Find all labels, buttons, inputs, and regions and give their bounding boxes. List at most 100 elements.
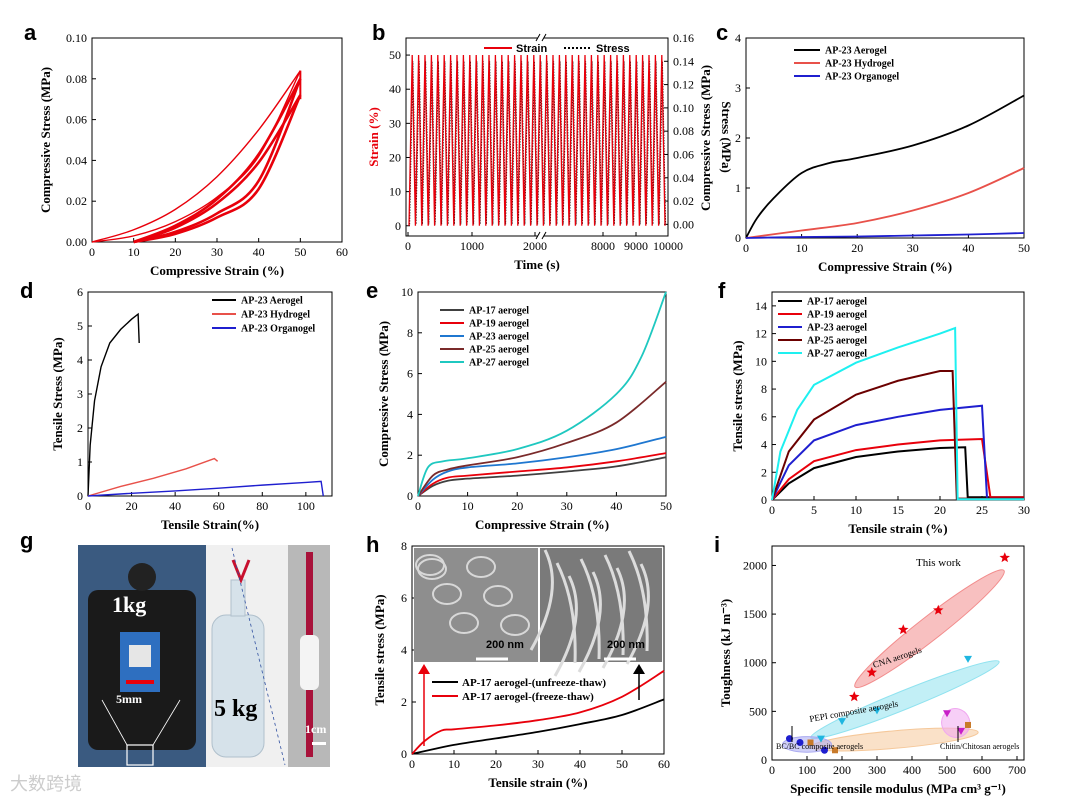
c-xtick-label: 10 xyxy=(796,241,808,255)
d-ytick-label: 4 xyxy=(77,353,83,367)
panel-letter-f: f xyxy=(718,278,726,303)
legend-label: AP-19 aerogel xyxy=(469,319,529,330)
i-label-chitin: Chitin/Chitosan aerogels xyxy=(940,742,1019,751)
b-strain-line xyxy=(408,55,666,226)
a-xtick-label: 50 xyxy=(294,245,306,259)
scale-bar-1cm-icon xyxy=(312,742,326,745)
e-series-line-3 xyxy=(417,381,667,497)
h-series-line-0 xyxy=(411,698,665,755)
b-xtick-label: 8000 xyxy=(591,239,615,253)
c-ytick-label: 2 xyxy=(735,131,741,145)
b-y2tick-label: 0.12 xyxy=(673,78,694,92)
d-xtick-label: 60 xyxy=(213,499,225,513)
bottle-neck-icon xyxy=(230,579,246,617)
legend-label: AP-23 Hydrogel xyxy=(241,310,310,321)
e-xtick-label: 0 xyxy=(415,499,421,513)
h-ytick-label: 8 xyxy=(401,539,407,553)
b-y2tick-label: 0.16 xyxy=(673,31,694,45)
d-ytick-label: 0 xyxy=(77,489,83,503)
i-ytick-label: 1000 xyxy=(743,656,767,670)
e-series-line-4 xyxy=(417,291,667,497)
a-ytick-label: 0.04 xyxy=(66,153,87,167)
e-ytick-label: 10 xyxy=(401,285,413,299)
e-frame xyxy=(417,291,667,497)
c-ytick-label: 1 xyxy=(735,181,741,195)
e-xtick-label: 10 xyxy=(462,499,474,513)
f-ylabel: Tensile stress (MPa) xyxy=(730,340,745,451)
b-y2label: Stress (MPa) xyxy=(719,101,734,173)
i-point-star xyxy=(849,691,860,702)
b-xlabel: Time (s) xyxy=(514,257,560,272)
b-ytick-label: 10 xyxy=(389,185,401,199)
h-xtick-label: 60 xyxy=(658,757,670,771)
weight-hook-icon xyxy=(128,563,156,591)
b-ytick-label: 40 xyxy=(389,82,401,96)
i-label-this-work: This work xyxy=(916,557,961,569)
inset-box-icon xyxy=(126,744,154,766)
panel-letter-h: h xyxy=(366,532,379,557)
sem-pore-left xyxy=(432,583,462,605)
b-break-mark-top xyxy=(535,33,547,42)
d-xtick-label: 40 xyxy=(169,499,181,513)
c-xtick-label: 40 xyxy=(962,241,974,255)
b-y2tick-label: 0.00 xyxy=(673,217,694,231)
h-arrow-red-head xyxy=(418,664,430,674)
i-xtick-label: 200 xyxy=(833,763,851,777)
h-xtick-label: 20 xyxy=(490,757,502,771)
e-series-line-1 xyxy=(417,452,667,497)
legend-label: AP-23 aerogel xyxy=(469,332,529,343)
a-series-line-0 xyxy=(91,70,301,243)
i-point-square xyxy=(965,721,971,728)
i-point-circle xyxy=(796,738,804,746)
b-axis-break-top xyxy=(538,36,544,42)
b-y2tick-label: 0.14 xyxy=(673,54,694,68)
sem-fiber-right xyxy=(627,550,649,652)
panel-letter-e: e xyxy=(366,278,378,303)
legend-label: AP-27 aerogel xyxy=(469,358,529,369)
h-xtick-label: 10 xyxy=(448,757,460,771)
f-ytick-label: 14 xyxy=(755,299,767,313)
i-point-star xyxy=(933,604,944,615)
photo-panel-g: 1kg 5mm 5 kg 1cm xyxy=(78,545,330,767)
c-xtick-label: 50 xyxy=(1018,241,1030,255)
inset-line-left xyxy=(101,699,128,746)
d-xtick-label: 80 xyxy=(256,499,268,513)
sem-fiber-right xyxy=(603,554,625,656)
aerogel-sample-icon xyxy=(129,645,151,667)
sem-pore-left xyxy=(466,556,496,578)
c-xtick-label: 0 xyxy=(743,241,749,255)
b-xtick-label: 0 xyxy=(405,239,411,253)
b-y2tick-label: 0.06 xyxy=(673,147,694,161)
b-legend-strain: Strain xyxy=(516,43,547,55)
b-y2tick-label: 0.04 xyxy=(673,171,694,185)
i-ytick-label: 1500 xyxy=(743,607,767,621)
a-xtick-label: 20 xyxy=(169,245,181,259)
sem-pore-left xyxy=(483,585,513,607)
f-series-line-2 xyxy=(771,404,1024,501)
f-xtick-label: 25 xyxy=(976,503,988,517)
c-series-line-2 xyxy=(745,232,1025,239)
h-legend-label: AP-17 aerogel-(unfreeze-thaw) xyxy=(462,677,606,689)
i-xtick-label: 0 xyxy=(769,763,775,777)
i-ylabel: Toughness (kJ m⁻³) xyxy=(718,599,733,708)
e-xlabel: Compressive Strain (%) xyxy=(475,517,609,532)
b-frame xyxy=(405,37,669,237)
f-xtick-label: 10 xyxy=(850,503,862,517)
c-ylabel: Compressive Stress (MPa) xyxy=(698,65,713,211)
sem-fiber-right xyxy=(601,567,626,669)
panel-letter-i: i xyxy=(714,532,720,557)
f-xlabel: Tensile strain (%) xyxy=(848,521,947,536)
panel-letter-c: c xyxy=(716,20,728,45)
i-point-star xyxy=(898,624,909,635)
h-xtick-label: 50 xyxy=(616,757,628,771)
a-ytick-label: 0.10 xyxy=(66,31,87,45)
sem-fiber-right xyxy=(579,558,601,660)
sem-fiber-right xyxy=(555,562,577,664)
a-xlabel: Compressive Strain (%) xyxy=(150,263,284,278)
h-xlabel: Tensile strain (%) xyxy=(488,775,587,790)
e-ylabel: Compressive Stress (MPa) xyxy=(376,321,391,467)
sem-fiber-right xyxy=(553,575,578,677)
h-xtick-label: 30 xyxy=(532,757,544,771)
f-ytick-label: 2 xyxy=(761,465,767,479)
